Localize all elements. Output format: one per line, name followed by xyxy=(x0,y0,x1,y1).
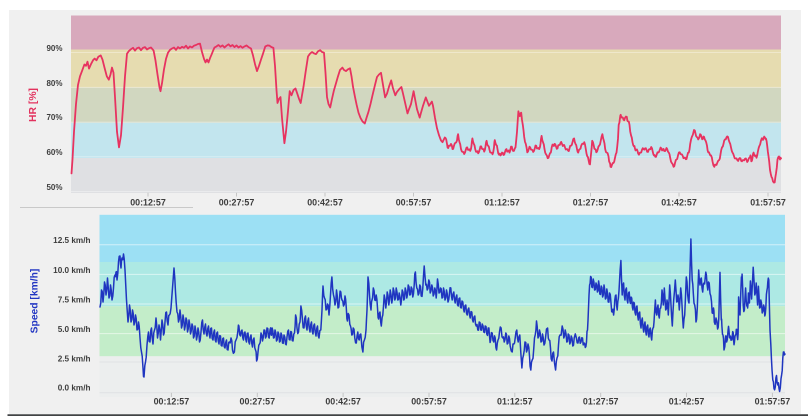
svg-text:Speed [km/h]: Speed [km/h] xyxy=(30,269,41,334)
svg-text:00:12:57: 00:12:57 xyxy=(130,197,166,207)
svg-text:01:27:57: 01:27:57 xyxy=(573,197,609,207)
svg-text:70%: 70% xyxy=(46,113,62,122)
svg-text:90%: 90% xyxy=(46,44,62,53)
svg-text:01:12:57: 01:12:57 xyxy=(497,397,533,407)
svg-text:00:12:57: 00:12:57 xyxy=(154,397,190,407)
svg-text:00:57:57: 00:57:57 xyxy=(411,397,447,407)
svg-text:00:27:57: 00:27:57 xyxy=(219,197,255,207)
svg-text:60%: 60% xyxy=(46,148,62,157)
svg-text:01:42:57: 01:42:57 xyxy=(669,397,705,407)
svg-text:0.0 km/h: 0.0 km/h xyxy=(58,384,91,393)
svg-text:00:27:57: 00:27:57 xyxy=(240,397,276,407)
svg-text:00:42:57: 00:42:57 xyxy=(325,397,361,407)
svg-text:01:57:57: 01:57:57 xyxy=(755,397,791,407)
svg-text:01:27:57: 01:27:57 xyxy=(583,397,619,407)
svg-text:01:12:57: 01:12:57 xyxy=(484,197,520,207)
svg-text:00:57:57: 00:57:57 xyxy=(396,197,432,207)
svg-text:01:57:57: 01:57:57 xyxy=(750,197,786,207)
svg-text:10.0 km/h: 10.0 km/h xyxy=(53,266,90,275)
svg-text:01:42:57: 01:42:57 xyxy=(661,197,697,207)
svg-text:7.5 km/h: 7.5 km/h xyxy=(58,296,91,305)
svg-text:HR [%]: HR [%] xyxy=(28,88,39,122)
svg-text:80%: 80% xyxy=(46,79,62,88)
svg-text:00:42:57: 00:42:57 xyxy=(307,197,343,207)
svg-text:5.0 km/h: 5.0 km/h xyxy=(58,325,91,334)
svg-text:50%: 50% xyxy=(46,183,62,192)
svg-text:2.5 km/h: 2.5 km/h xyxy=(58,355,91,364)
svg-text:12.5 km/h: 12.5 km/h xyxy=(53,236,90,245)
